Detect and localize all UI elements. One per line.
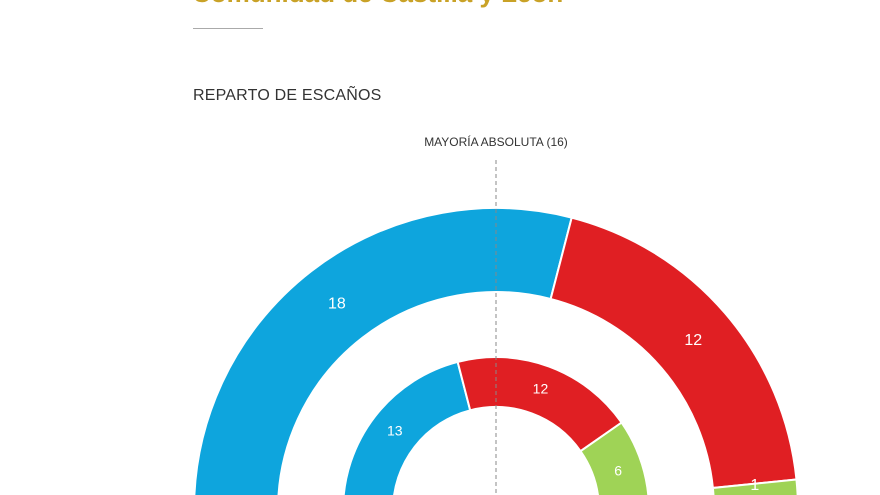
title-divider bbox=[193, 28, 263, 29]
outer-ring-label-2: 1 bbox=[750, 477, 759, 494]
majority-label: MAYORÍA ABSOLUTA (16) bbox=[424, 134, 568, 149]
section-title: REPARTO DE ESCAÑOS bbox=[193, 87, 382, 104]
outer-ring-slice-2 bbox=[711, 478, 799, 495]
outer-ring-slice-0 bbox=[193, 207, 573, 495]
inner-ring-label-1: 12 bbox=[533, 381, 549, 397]
inner-ring-label-0: 13 bbox=[387, 422, 403, 438]
chart-rings: 18 12 1 13 12 6 bbox=[193, 207, 799, 495]
inner-ring-label-2: 6 bbox=[614, 462, 622, 478]
outer-ring-label-0: 18 bbox=[328, 296, 346, 313]
inner-ring-slice-1 bbox=[456, 356, 623, 453]
inner-ring-slice-0 bbox=[342, 360, 472, 495]
page-title: Comunidad de Castilla y León bbox=[192, 0, 563, 9]
inner-ring-slice-2 bbox=[579, 421, 650, 495]
outer-ring-label-1: 12 bbox=[684, 332, 702, 349]
